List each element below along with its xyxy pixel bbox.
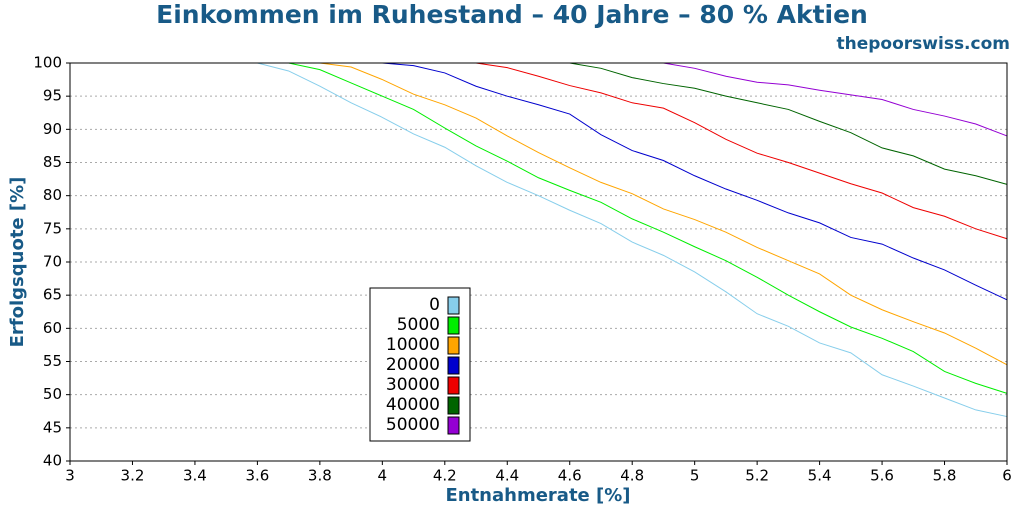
y-tick-label: 60 — [43, 319, 62, 337]
y-tick-label: 45 — [43, 418, 62, 436]
x-tick-label: 5.6 — [870, 467, 894, 485]
series-line — [70, 62, 1008, 394]
legend-swatch — [447, 356, 460, 375]
series-line — [70, 62, 1008, 418]
x-tick-label: 3.4 — [183, 467, 207, 485]
legend-swatch — [447, 396, 460, 415]
chart-subtitle: thepoorswiss.com — [837, 34, 1011, 54]
y-tick-label: 90 — [43, 120, 62, 138]
x-axis-label: Entnahmerate [%] — [445, 485, 630, 506]
y-tick-label: 65 — [43, 286, 62, 304]
y-axis-label: Erfolgsquote [%] — [7, 177, 28, 348]
x-tick-label: 5.8 — [933, 467, 957, 485]
series-line — [70, 62, 1008, 240]
x-tick-label: 4.4 — [495, 467, 519, 485]
y-tick-label: 40 — [43, 452, 62, 470]
y-tick-label: 50 — [43, 385, 62, 403]
x-tick-label: 6 — [1002, 467, 1012, 485]
y-tick-label: 95 — [43, 87, 62, 105]
x-tick-label: 4 — [378, 467, 388, 485]
x-tick-label: 3.8 — [308, 467, 332, 485]
legend-label: 10000 — [386, 335, 440, 355]
legend-swatch — [447, 376, 460, 395]
y-tick-label: 100 — [33, 54, 62, 72]
x-tick-label: 5.4 — [808, 467, 832, 485]
legend-label: 20000 — [386, 355, 440, 375]
legend-label: 40000 — [386, 395, 440, 415]
y-tick-label: 70 — [43, 253, 62, 271]
legend-swatch — [447, 336, 460, 355]
series-line — [70, 62, 1008, 137]
plot-frame — [69, 62, 1008, 462]
legend-label: 5000 — [397, 315, 440, 335]
series-line — [70, 62, 1008, 301]
chart-title: Einkommen im Ruhestand – 40 Jahre – 80 %… — [156, 0, 868, 29]
x-tick-label: 3.2 — [121, 467, 145, 485]
x-tick-label: 5.2 — [745, 467, 769, 485]
y-tick-label: 55 — [43, 352, 62, 370]
y-tick-label: 80 — [43, 186, 62, 204]
x-tick-label: 3 — [65, 467, 75, 485]
x-tick-label: 4.6 — [558, 467, 582, 485]
legend-label: 30000 — [386, 375, 440, 395]
legend-swatch — [447, 416, 460, 435]
series-line — [70, 62, 1008, 185]
x-tick-label: 5 — [690, 467, 700, 485]
y-tick-label: 85 — [43, 153, 62, 171]
y-tick-label: 75 — [43, 219, 62, 237]
x-tick-label: 4.8 — [620, 467, 644, 485]
legend-label: 0 — [429, 295, 440, 315]
x-tick-label: 3.6 — [245, 467, 269, 485]
legend-label: 50000 — [386, 415, 440, 435]
legend-swatch — [447, 296, 460, 315]
series-line — [70, 62, 1008, 366]
x-tick-label: 4.2 — [433, 467, 457, 485]
legend-swatch — [447, 316, 460, 335]
